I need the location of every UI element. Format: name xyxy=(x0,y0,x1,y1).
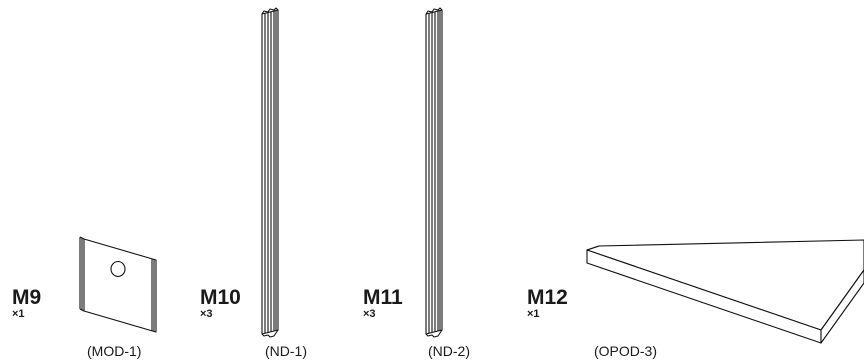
part-code: (ND-2) xyxy=(428,343,470,359)
left-edge-line xyxy=(79,308,85,312)
bracket-plate-drawing xyxy=(79,236,157,333)
panel-edge-line xyxy=(586,245,600,251)
part-code: (OPOD-3) xyxy=(594,343,657,359)
part-code: (ND-1) xyxy=(265,343,307,359)
flat-panel-drawing xyxy=(586,239,864,344)
part-id: M11 xyxy=(363,286,403,309)
part-code: (MOD-1) xyxy=(87,343,142,359)
rail-end-profile xyxy=(261,329,279,338)
profile-rail-drawing xyxy=(425,7,443,338)
mounting-hole xyxy=(110,260,126,278)
part-quantity: ×3 xyxy=(363,308,376,320)
rail-end-profile xyxy=(425,329,443,338)
profile-rail-drawing xyxy=(261,7,279,338)
part-id: M9 xyxy=(12,286,42,309)
part-id: M10 xyxy=(200,286,241,309)
rail-end-profile xyxy=(425,7,443,15)
panel-top-face xyxy=(586,239,864,331)
part-quantity: ×1 xyxy=(527,308,540,320)
part-quantity: ×3 xyxy=(200,308,213,320)
left-edge-line xyxy=(79,236,85,240)
panel-side-edge xyxy=(820,269,864,344)
part-quantity: ×1 xyxy=(12,308,25,320)
part-id: M12 xyxy=(527,286,568,309)
plate-outline xyxy=(83,238,157,333)
rail-end-profile xyxy=(261,7,279,15)
